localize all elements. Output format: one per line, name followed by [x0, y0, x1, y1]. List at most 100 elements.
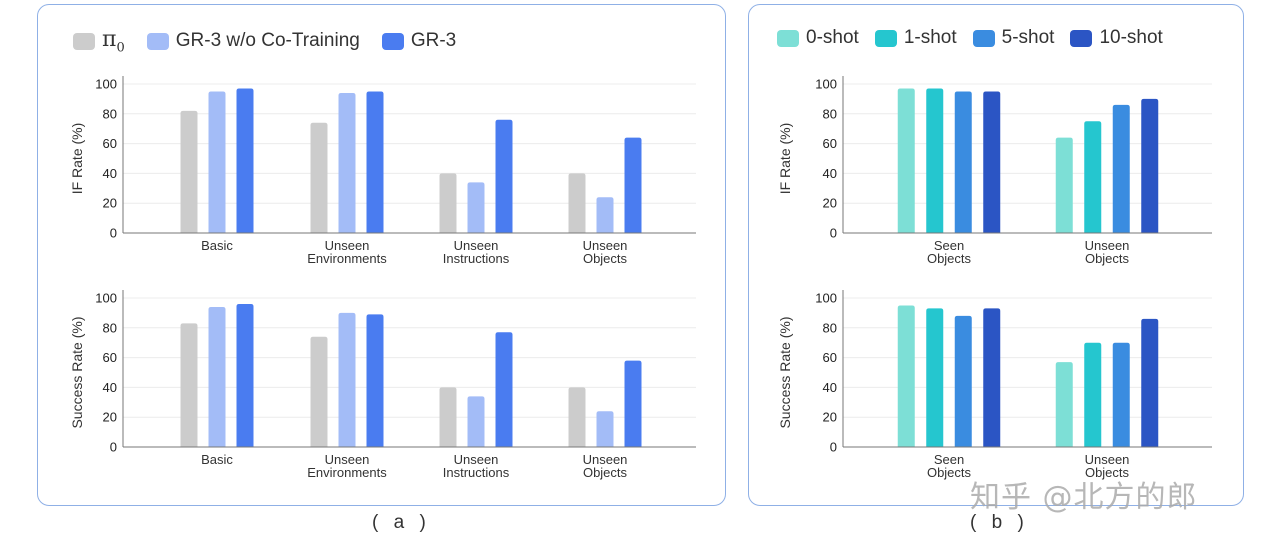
a-sr-ytick-0: 0: [110, 440, 117, 455]
b-if-bar-s3-c0: [983, 91, 1001, 233]
legend-item-1-shot: 1-shot: [874, 27, 957, 49]
a-sr-xlabel-c3-line0: Unseen: [583, 452, 628, 467]
a-sr-xlabel-c2-line1: Instructions: [443, 465, 510, 480]
legend-label-10-shot: 10-shot: [1099, 27, 1163, 48]
a-sr-bar-s1-c1: [338, 312, 356, 447]
a-sr-xlabel-c1-line0: Unseen: [325, 452, 370, 467]
b-if-bar-s1-c1: [1084, 121, 1102, 233]
legend-swatch-0-shot: [777, 29, 799, 47]
b-if-xlabel-c1-line0: Unseen: [1085, 238, 1130, 253]
a-if-xlabel-c2-line0: Unseen: [454, 238, 499, 253]
b-if-ytick-80: 80: [823, 106, 837, 121]
b-if-bar-s2-c1: [1112, 104, 1130, 233]
b-sr-xlabel-c1-line0: Unseen: [1085, 452, 1130, 467]
b-sr-ytick-60: 60: [823, 350, 837, 365]
b-sr-bar-s1-c0: [926, 308, 944, 447]
b-if-xlabel-c0-line1: Objects: [927, 251, 972, 266]
legend-label-1-shot: 1-shot: [903, 27, 957, 48]
legend-label-gr3-wo-cotraining: GR-3 w/o Co-Training: [175, 30, 360, 52]
a-sr-bar-s2-c3: [624, 360, 642, 447]
b-if-bar-s0-c0: [897, 88, 915, 233]
a-if-bar-s1-c2: [467, 182, 485, 233]
a-if-ytick-100: 100: [95, 77, 117, 92]
b-if-bar-s1-c0: [926, 88, 944, 233]
a-if-bar-s0-c3: [568, 173, 586, 233]
b-if-bar-s0-c1: [1055, 137, 1073, 233]
b-if-ytick-60: 60: [823, 136, 837, 151]
a-if-bar-s1-c0: [208, 91, 226, 233]
b-sr-ytick-80: 80: [823, 320, 837, 335]
legend-item-gr3-wo-cotraining: GR-3 w/o Co-Training: [146, 30, 360, 52]
a-sr-bar-s0-c0: [180, 323, 198, 447]
legend-a: π0 GR-3 w/o Co-Training GR-3: [73, 27, 456, 55]
a-sr-xlabel-c1-line1: Environments: [307, 465, 387, 480]
a-if-bar-s1-c3: [596, 197, 614, 233]
legend-swatch-5-shot: [972, 29, 995, 47]
a-if-ytick-40: 40: [103, 166, 117, 181]
b-if-xlabel-c1-line1: Objects: [1085, 251, 1130, 266]
a-if-ylabel: IF Rate (%): [69, 123, 85, 195]
a-if-bar-s0-c1: [310, 122, 328, 233]
a-if-xlabel-c3-line0: Unseen: [583, 238, 628, 253]
a-sr-bar-s0-c3: [568, 387, 586, 447]
a-if-bar-s0-c2: [439, 173, 457, 233]
legend-item-0-shot: 0-shot: [777, 27, 859, 49]
legend-item-gr3: GR-3: [381, 30, 457, 52]
b-sr-bar-s3-c0: [983, 308, 1001, 447]
legend-swatch-pi0: [73, 32, 95, 50]
b-if-ylabel: IF Rate (%): [777, 123, 793, 195]
b-sr-ytick-100: 100: [815, 291, 837, 306]
b-sr-bar-s2-c1: [1112, 342, 1130, 447]
a-sr-bar-s2-c0: [236, 303, 254, 447]
a-sr-ytick-60: 60: [103, 350, 117, 365]
legend-swatch-10-shot: [1070, 29, 1093, 47]
b-if-xlabel-c0-line0: Seen: [934, 238, 964, 253]
b-sr-xlabel-c0-line1: Objects: [927, 465, 972, 480]
b-if-ytick-20: 20: [823, 196, 837, 211]
legend-label-5-shot: 5-shot: [1001, 27, 1055, 48]
a-sr-xlabel-c2-line0: Unseen: [454, 452, 499, 467]
caption-b: ( b ): [970, 512, 1029, 533]
a-if-bar-s1-c1: [338, 92, 356, 233]
b-sr-xlabel-c1-line1: Objects: [1085, 465, 1130, 480]
b-if-ytick-40: 40: [823, 166, 837, 181]
a-if-ytick-80: 80: [103, 106, 117, 121]
b-sr-bar-s2-c0: [954, 315, 972, 447]
legend-label-pi0: π0: [102, 27, 125, 56]
a-if-bar-s2-c0: [236, 88, 254, 233]
a-sr-ytick-40: 40: [103, 380, 117, 395]
a-sr-ytick-100: 100: [95, 291, 117, 306]
b-if-bar-s2-c0: [954, 91, 972, 233]
a-if-bar-s2-c1: [366, 91, 384, 233]
a-if-bar-s0-c0: [180, 110, 198, 233]
a-sr-bar-s2-c1: [366, 314, 384, 447]
a-sr-bar-s0-c2: [439, 387, 457, 447]
a-if-bar-s2-c3: [624, 137, 642, 233]
a-if-xlabel-c3-line1: Objects: [583, 251, 628, 266]
a-sr-ylabel: Success Rate (%): [69, 316, 85, 428]
a-if-ytick-0: 0: [110, 226, 117, 241]
b-sr-ytick-20: 20: [823, 410, 837, 425]
b-sr-xlabel-c0-line0: Seen: [934, 452, 964, 467]
b-sr-bar-s0-c1: [1055, 362, 1073, 447]
b-sr-ytick-0: 0: [830, 440, 837, 455]
legend-item-5-shot: 5-shot: [972, 27, 1055, 49]
a-sr-bar-s0-c1: [310, 336, 328, 447]
a-sr-bar-s1-c0: [208, 306, 226, 447]
legend-item-10-shot: 10-shot: [1070, 27, 1163, 49]
b-sr-bar-s1-c1: [1084, 342, 1102, 447]
b-sr-ytick-40: 40: [823, 380, 837, 395]
a-sr-ytick-80: 80: [103, 320, 117, 335]
a-if-xlabel-c2-line1: Instructions: [443, 251, 510, 266]
a-sr-xlabel-c0-line0: Basic: [201, 452, 233, 467]
watermark: 知乎 @北方的郎: [970, 480, 1198, 515]
legend-label-gr3: GR-3: [410, 30, 457, 52]
b-if-ytick-100: 100: [815, 77, 837, 92]
a-if-xlabel-c1-line1: Environments: [307, 251, 387, 266]
legend-swatch-1-shot: [874, 29, 897, 47]
b-sr-ylabel: Success Rate (%): [777, 316, 793, 428]
b-sr-bar-s3-c1: [1141, 318, 1159, 447]
legend-b: 0-shot 1-shot 5-shot 10-shot: [777, 27, 1163, 49]
a-sr-bar-s1-c3: [596, 411, 614, 447]
legend-swatch-gr3: [381, 32, 404, 50]
